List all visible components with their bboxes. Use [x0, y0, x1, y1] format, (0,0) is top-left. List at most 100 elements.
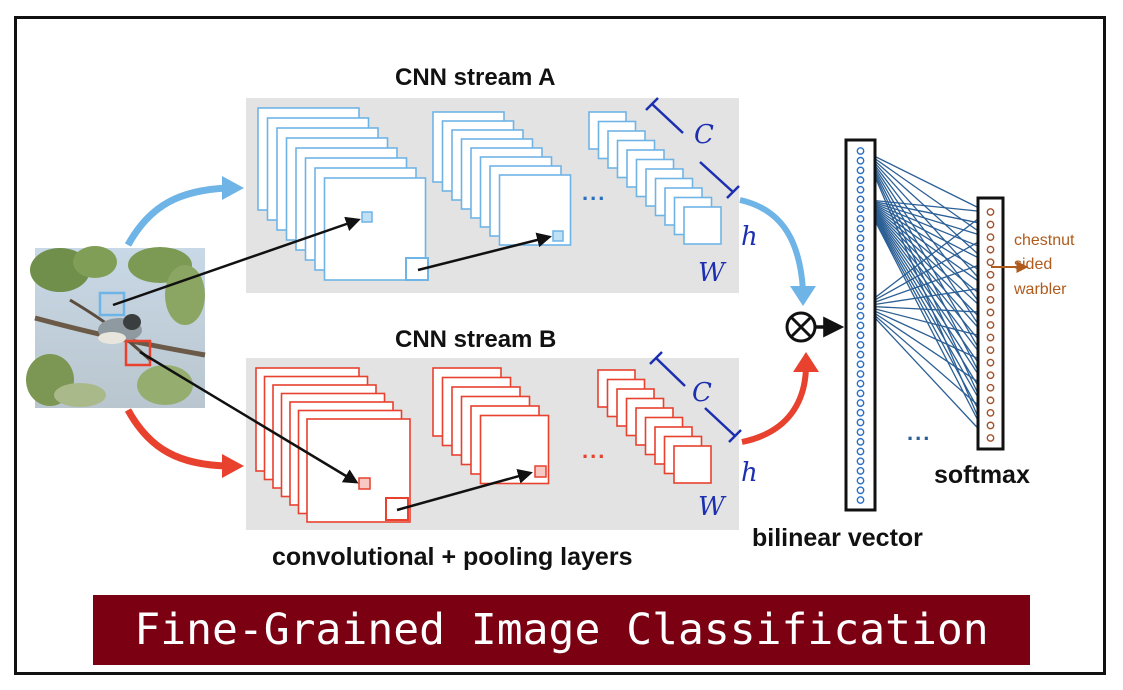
black-arrow-photo-to-b: [139, 350, 359, 484]
softmax-node: [986, 358, 995, 367]
stream-b-stack-1: [255, 367, 411, 523]
connection-line: [863, 199, 988, 426]
bilinear-node: [856, 360, 865, 369]
connection-line: [863, 199, 988, 389]
bilinear-node: [856, 447, 865, 456]
bilinear-vector-nodes: [856, 147, 865, 504]
black-arrow-b-pool: [396, 468, 533, 512]
class-label-line-2: sided: [1014, 256, 1053, 273]
connection-line: [863, 150, 988, 288]
arrow-to-stream-a-head: [222, 176, 244, 200]
connection-line: [863, 150, 988, 213]
connection-line: [863, 211, 988, 307]
stream-a-patch-1: [361, 211, 373, 223]
bilinear-node: [856, 205, 865, 214]
arrow-b-to-operator-head: [793, 352, 819, 372]
bilinear-node: [856, 185, 865, 194]
connection-line: [863, 198, 988, 238]
softmax-node: [986, 295, 995, 304]
connection-line: [863, 198, 988, 301]
photo-region-red: [124, 339, 152, 367]
softmax-node: [986, 371, 995, 380]
annotation-w-stream-b: W: [698, 492, 725, 522]
bilinear-node: [856, 263, 865, 272]
bilinear-node: [856, 253, 865, 262]
softmax-node: [986, 220, 995, 229]
bilinear-node: [856, 496, 865, 504]
connection-line: [863, 199, 988, 351]
stream-b-title: CNN stream B: [395, 326, 557, 353]
bilinear-node: [856, 156, 865, 165]
photo-region-blue: [98, 291, 126, 317]
connection-line: [863, 305, 988, 439]
bilinear-node: [856, 418, 865, 427]
connection-line: [863, 198, 988, 288]
bilinear-node: [856, 399, 865, 407]
connection-line: [863, 199, 988, 364]
bilinear-node: [856, 282, 865, 291]
banner-title: Fine-Grained Image Classification: [134, 605, 989, 655]
connection-line: [863, 198, 988, 213]
input-bird-photo: [26, 246, 206, 408]
bilinear-node: [856, 389, 865, 398]
connection-line: [863, 150, 988, 338]
connection-line: [863, 305, 988, 389]
stream-a-stack-2: [432, 111, 572, 246]
conv-pooling-label: convolutional + pooling layers: [272, 543, 633, 571]
title-banner: Fine-Grained Image Classification: [93, 595, 1030, 665]
class-label-line-1: chestnut: [1014, 232, 1075, 249]
connection-line: [863, 236, 988, 307]
connection-line: [863, 199, 988, 414]
arrow-to-stream-a: [124, 184, 229, 247]
connection-line: [863, 198, 988, 251]
bilinear-node: [856, 350, 865, 359]
black-arrow-photo-to-a: [112, 216, 361, 307]
softmax-node: [986, 396, 995, 405]
ellipsis-stream-a: ...: [582, 180, 606, 205]
class-label-line-3: warbler: [1014, 281, 1067, 298]
connection-line: [863, 198, 988, 276]
softmax-node: [986, 233, 995, 242]
connection-line: [863, 305, 988, 339]
connection-line: [863, 261, 988, 307]
connection-line: [863, 305, 988, 414]
softmax-node: [986, 245, 995, 254]
connection-line: [863, 199, 988, 326]
connection-line: [863, 199, 988, 439]
bilinear-node: [856, 273, 865, 281]
connection-line: [863, 305, 988, 364]
bilinear-node: [856, 292, 865, 301]
bilinear-node: [856, 311, 865, 320]
softmax-node: [986, 421, 995, 430]
bilinear-node: [856, 302, 865, 311]
bilinear-node: [856, 370, 865, 378]
dimension-lines: [645, 97, 742, 443]
bilinear-node: [856, 379, 865, 388]
connection-line: [863, 305, 988, 314]
stream-a-title: CNN stream A: [395, 64, 556, 91]
bilinear-node: [856, 340, 865, 349]
arrow-to-stream-b: [124, 408, 229, 470]
stream-b-patch-1: [358, 477, 371, 490]
connection-line: [863, 198, 988, 226]
bilinear-node: [856, 234, 865, 243]
annotation-h-stream-b: h: [741, 458, 758, 488]
bilinear-node: [856, 486, 865, 495]
stream-b-stack-3: [597, 369, 712, 484]
bilinear-node: [856, 147, 865, 155]
arrow-to-stream-b-head: [222, 454, 244, 478]
connection-line: [863, 199, 988, 376]
softmax-node: [986, 346, 995, 355]
softmax-node: [986, 208, 995, 216]
bilinear-node: [856, 457, 865, 466]
softmax-node: [986, 383, 995, 392]
softmax-node: [986, 283, 995, 292]
stream-a-stack-3-layer: [683, 206, 722, 245]
ellipsis-stream-b: ...: [582, 438, 606, 463]
bilinear-vector-label: bilinear vector: [752, 524, 923, 552]
bilinear-node: [856, 166, 865, 175]
bilinear-node: [856, 467, 865, 475]
bilinear-node: [856, 437, 865, 446]
bilinear-node: [856, 408, 865, 417]
bilinear-node: [856, 428, 865, 437]
